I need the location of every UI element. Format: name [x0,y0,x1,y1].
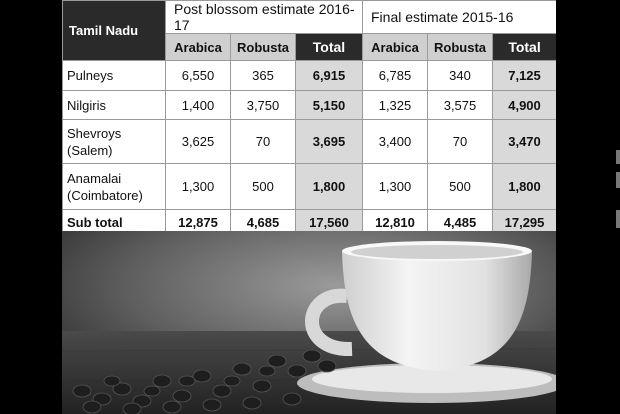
cell-total: 6,915 [295,60,363,91]
region-header: Tamil Nadu [62,0,166,61]
cell: 3,575 [427,90,493,120]
col-total-2015: Total [491,33,556,61]
coffee-cup-illustration [62,231,556,414]
col-total-2016: Total [295,33,363,61]
cell: 70 [427,119,493,164]
infographic-panel: Tamil Nadu Post blossom estimate 2016-17… [62,0,556,414]
row-label: Nilgiris [62,90,166,120]
row-label: Anamalai (Coimbatore) [62,163,166,210]
group-header-2016-17: Post blossom estimate 2016-17 [165,0,363,34]
table-row: Shevroys (Salem) 3,625 70 3,695 3,400 70… [62,119,556,164]
cell-total: 5,150 [295,90,363,120]
cell-total: 1,800 [491,163,556,210]
table-row: Nilgiris 1,400 3,750 5,150 1,325 3,575 4… [62,90,556,120]
cell: 3,625 [165,119,231,164]
table-row: Pulneys 6,550 365 6,915 6,785 340 7,125 [62,60,556,91]
cell: 70 [230,119,296,164]
cell: 1,325 [362,90,428,120]
cell: 1,300 [165,163,231,210]
cell-total: 1,800 [295,163,363,210]
cell: 1,400 [165,90,231,120]
cell: 500 [427,163,493,210]
col-arabica-2016: Arabica [165,33,231,61]
group-header-2015-16: Final estimate 2015-16 [361,0,556,34]
cell-total: 3,470 [491,119,556,164]
cell-total: 3,695 [295,119,363,164]
col-robusta-2015: Robusta [427,33,493,61]
cell: 6,785 [362,60,428,91]
cell: 500 [230,163,296,210]
cell-total: 4,900 [491,90,556,120]
cell: 6,550 [165,60,231,91]
table-row: Anamalai (Coimbatore) 1,300 500 1,800 1,… [62,163,556,210]
edge-mark [616,210,620,228]
cell: 1,300 [362,163,428,210]
cell: 340 [427,60,493,91]
edge-mark [616,150,620,164]
cell: 3,750 [230,90,296,120]
cell-total: 7,125 [491,60,556,91]
cell: 365 [230,60,296,91]
col-robusta-2016: Robusta [230,33,296,61]
row-label: Pulneys [62,60,166,91]
edge-mark [616,172,620,188]
coffee-cup-photo [62,231,556,414]
col-arabica-2015: Arabica [362,33,428,61]
row-label: Shevroys (Salem) [62,119,166,164]
coffee-production-table: Tamil Nadu Post blossom estimate 2016-17… [62,0,556,236]
cell: 3,400 [362,119,428,164]
